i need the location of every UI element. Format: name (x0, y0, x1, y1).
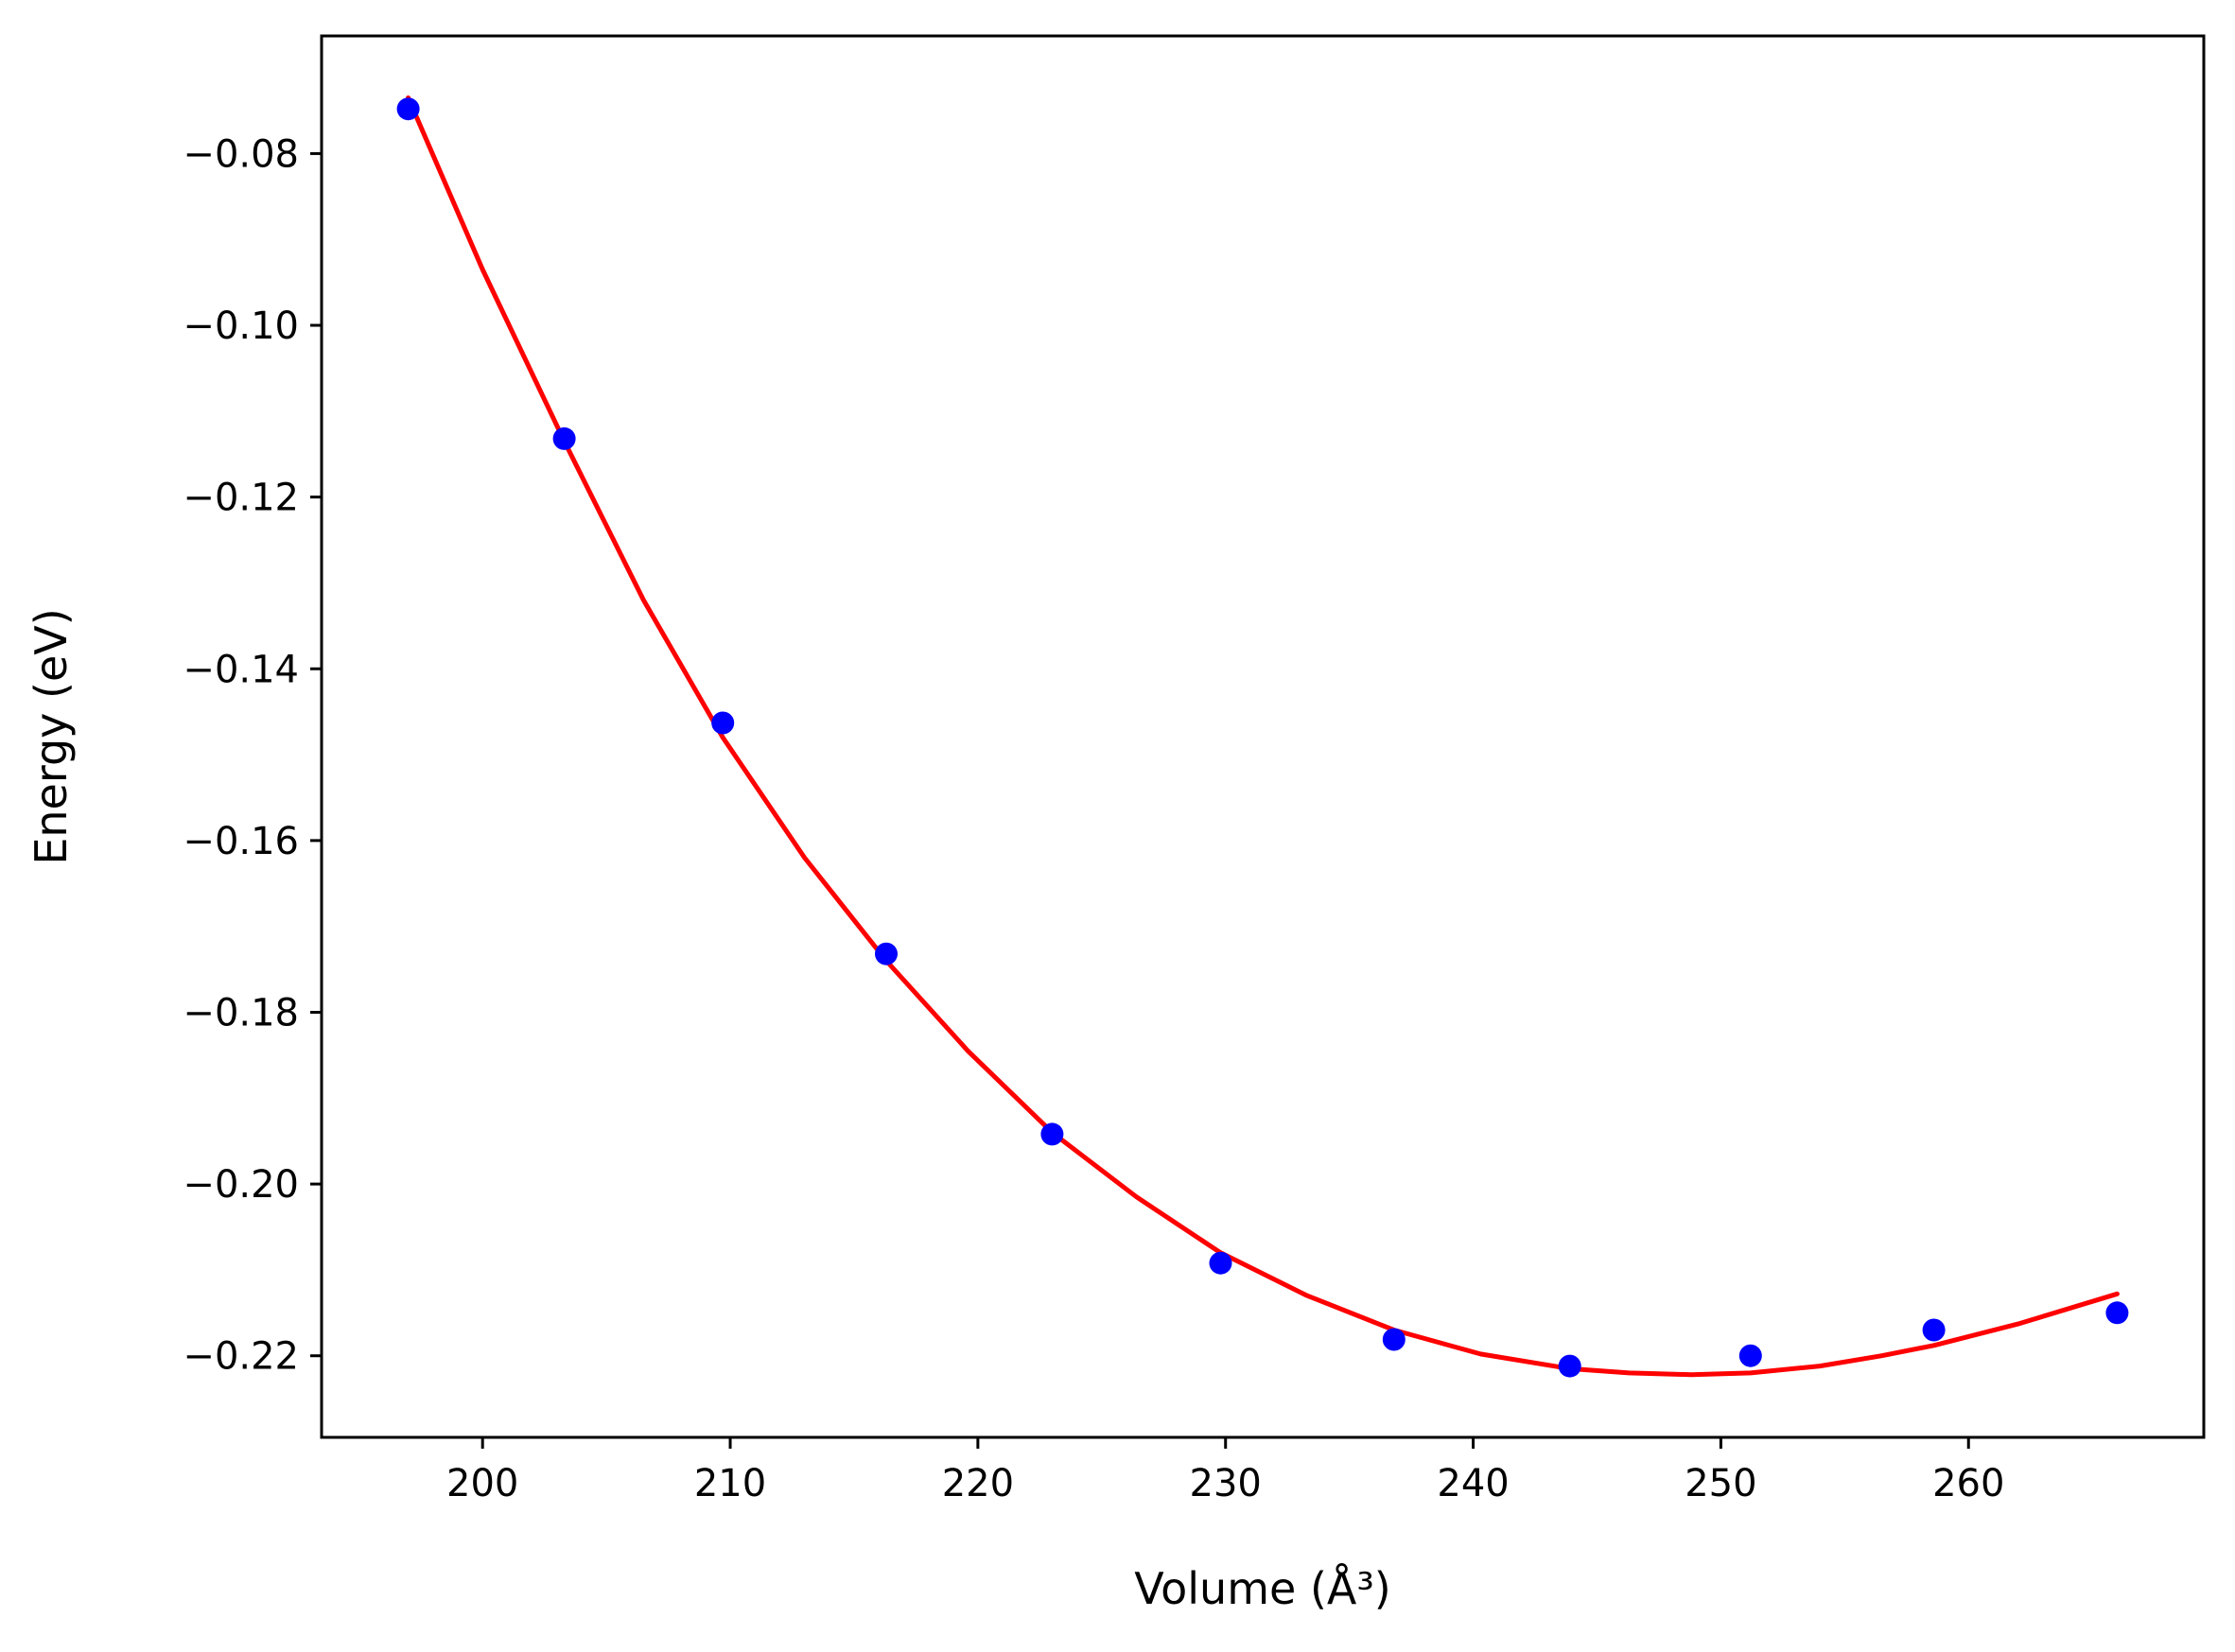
y-tick-label: −0.10 (183, 304, 299, 348)
y-axis: −0.08 −0.10 −0.12 −0.14 −0.16 −0.18 −0.20 −0.22 (183, 132, 322, 1379)
data-point (1558, 1354, 1581, 1378)
x-tick-label: 220 (942, 1462, 1014, 1505)
data-point (1382, 1328, 1406, 1351)
data-point (552, 426, 576, 450)
fit-curve-line (406, 95, 2120, 1378)
plot-frame (320, 34, 2206, 1439)
y-tick-label: −0.20 (183, 1163, 299, 1207)
data-point (2105, 1301, 2129, 1325)
data-point (875, 942, 898, 965)
y-tick-label: −0.16 (183, 820, 299, 863)
y-tick-label: −0.22 (183, 1335, 299, 1379)
x-tick-label: 200 (446, 1462, 518, 1505)
data-point (711, 711, 735, 735)
x-tick-label: 230 (1190, 1462, 1262, 1505)
x-tick-label: 240 (1437, 1462, 1509, 1505)
plot-area (396, 95, 2129, 1378)
data-point (396, 97, 420, 121)
data-point (1922, 1318, 1946, 1342)
y-tick-label: −0.08 (183, 132, 299, 176)
x-tick-label: 260 (1932, 1462, 2004, 1505)
data-point (1040, 1122, 1064, 1146)
data-point (1738, 1344, 1762, 1367)
x-axis: 200 210 220 230 240 250 260 (446, 1437, 2004, 1505)
y-tick-label: −0.12 (183, 477, 299, 520)
y-tick-label: −0.14 (183, 648, 299, 691)
x-axis-label: Volume (Å³) (1134, 1563, 1391, 1614)
x-tick-label: 250 (1685, 1462, 1756, 1505)
y-axis-label: Energy (eV) (26, 608, 77, 864)
x-tick-label: 210 (694, 1462, 766, 1505)
y-tick-label: −0.18 (183, 991, 299, 1035)
data-point (1209, 1251, 1232, 1275)
